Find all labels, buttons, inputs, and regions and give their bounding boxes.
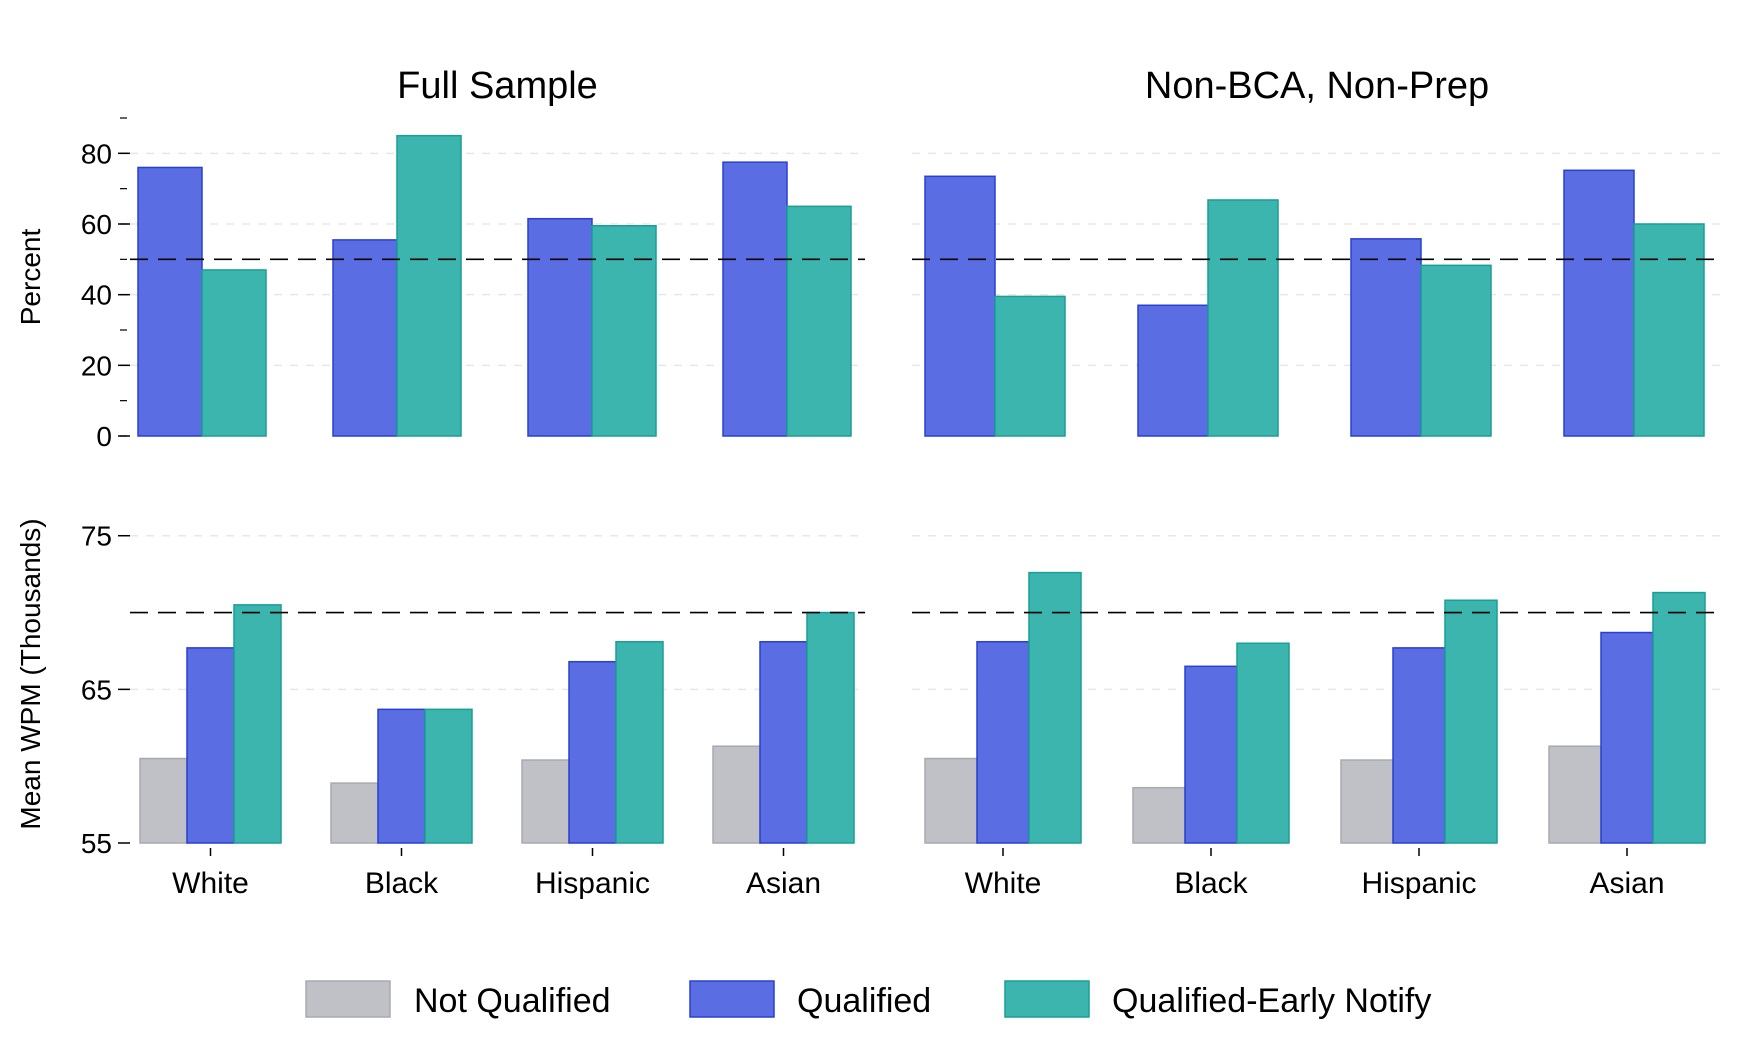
bar-qualified-hispanic bbox=[568, 660, 617, 844]
bar-qualified-early-notify-asian bbox=[786, 205, 852, 437]
bar-qualified-white bbox=[924, 175, 996, 437]
bar-qualified-early-notify-hispanic bbox=[1420, 264, 1492, 437]
y-tick-label: 20 bbox=[81, 350, 112, 381]
x-tick-label: Asian bbox=[746, 867, 821, 900]
y-tick-label: 65 bbox=[81, 674, 112, 705]
bar-qualified-asian bbox=[1563, 169, 1635, 437]
y-tick-label: 60 bbox=[81, 209, 112, 240]
bar-qualified-early-notify-black bbox=[396, 134, 462, 437]
bar-not-qualified-hispanic bbox=[1340, 759, 1394, 844]
bar-qualified-asian bbox=[1600, 631, 1654, 844]
legend-label-qualified-early-notify: Qualified-Early Notify bbox=[1112, 982, 1431, 1020]
bar-qualified-early-notify-white bbox=[201, 269, 267, 437]
y-tick-label: 40 bbox=[81, 280, 112, 311]
bar-qualified-hispanic bbox=[527, 217, 593, 437]
legend-swatch-qualified-early-notify bbox=[1004, 980, 1090, 1018]
legend-swatch-qualified bbox=[689, 980, 775, 1018]
bar-qualified-hispanic bbox=[1392, 647, 1446, 844]
legend-label-not-qualified: Not Qualified bbox=[414, 982, 611, 1020]
x-tick-label: White bbox=[172, 867, 249, 900]
bar-not-qualified-asian bbox=[712, 745, 761, 844]
bar-qualified-early-notify-white bbox=[233, 604, 282, 844]
bar-qualified-early-notify-asian bbox=[1652, 591, 1706, 844]
bar-qualified-white bbox=[137, 166, 203, 437]
bar-not-qualified-white bbox=[924, 757, 978, 844]
panel-title: Non-BCA, Non-Prep bbox=[1145, 65, 1489, 107]
bar-qualified-asian bbox=[722, 161, 788, 437]
bar-qualified-early-notify-hispanic bbox=[591, 225, 657, 437]
bar-qualified-hispanic bbox=[1350, 238, 1422, 437]
legend-label-qualified: Qualified bbox=[797, 982, 931, 1020]
bar-not-qualified-hispanic bbox=[521, 759, 570, 844]
x-tick-label: Black bbox=[1174, 867, 1248, 900]
x-tick-label: Asian bbox=[1589, 867, 1664, 900]
y-axis-title: Percent bbox=[15, 229, 46, 326]
bar-qualified-white bbox=[186, 647, 235, 844]
x-tick-label: White bbox=[965, 867, 1042, 900]
y-tick-label: 80 bbox=[81, 138, 112, 169]
bar-qualified-early-notify-black bbox=[1236, 642, 1290, 844]
bar-qualified-early-notify-white bbox=[1028, 571, 1082, 844]
bar-qualified-black bbox=[332, 239, 398, 437]
bar-qualified-black bbox=[1184, 665, 1238, 844]
bar-qualified-black bbox=[377, 708, 426, 844]
bar-qualified-black bbox=[1137, 304, 1209, 437]
bar-qualified-early-notify-hispanic bbox=[1444, 599, 1498, 844]
bar-qualified-early-notify-asian bbox=[1633, 223, 1705, 437]
x-tick-label: Hispanic bbox=[1361, 867, 1476, 900]
bar-qualified-early-notify-hispanic bbox=[615, 640, 664, 844]
panel-title: Full Sample bbox=[397, 65, 598, 107]
y-tick-label: 75 bbox=[81, 521, 112, 552]
x-tick-label: Black bbox=[365, 867, 439, 900]
bar-not-qualified-white bbox=[139, 757, 188, 844]
bar-qualified-white bbox=[976, 640, 1030, 844]
bar-not-qualified-black bbox=[330, 782, 379, 844]
y-tick-label: 55 bbox=[81, 828, 112, 859]
legend-swatch-not-qualified bbox=[305, 980, 391, 1018]
bar-qualified-early-notify-white bbox=[994, 295, 1066, 437]
y-axis-title: Mean WPM (Thousands) bbox=[15, 518, 46, 829]
bar-not-qualified-black bbox=[1132, 786, 1186, 844]
bar-not-qualified-asian bbox=[1548, 745, 1602, 844]
y-tick-label: 0 bbox=[96, 421, 112, 452]
bar-qualified-early-notify-black bbox=[424, 708, 473, 844]
bar-qualified-early-notify-asian bbox=[806, 611, 855, 844]
bar-qualified-asian bbox=[759, 640, 808, 844]
x-tick-label: Hispanic bbox=[535, 867, 650, 900]
bar-qualified-early-notify-black bbox=[1207, 199, 1279, 437]
